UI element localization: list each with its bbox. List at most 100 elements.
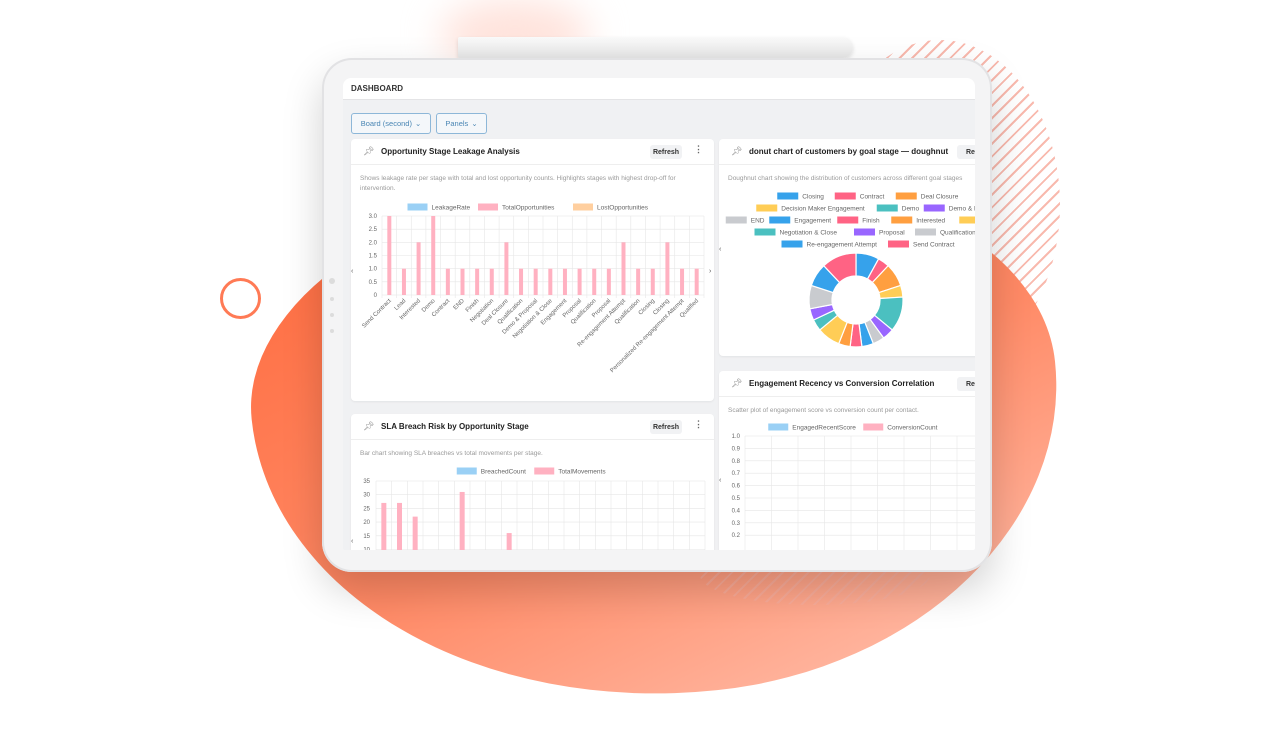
pin-icon[interactable]: 📌︎ (731, 378, 743, 388)
bar (562, 268, 567, 295)
legend-swatch (754, 228, 776, 236)
y-tick-label: 0.6 (732, 484, 741, 490)
y-tick-label: 10 (363, 548, 370, 551)
legend-label: LeakageRate (432, 205, 471, 212)
bar (533, 268, 538, 295)
tablet-sensor (330, 329, 334, 333)
legend-swatch (915, 228, 936, 236)
panel-scatter: EngagedRecentScore ConversionCount 1.0 0.9 0… (719, 371, 975, 550)
y-tick-label: 30 (363, 493, 370, 499)
more-options-icon[interactable]: ⋮ (694, 144, 703, 154)
y-tick-label: 15 (363, 534, 370, 540)
bar (650, 268, 655, 295)
legend-label: Proposal (879, 230, 905, 237)
panel-header: 📌︎ Engagement Recency vs Conversion Corr… (719, 371, 975, 397)
panel-leakage: LeakageRate TotalOpportunities LostOpportu… (351, 139, 714, 401)
legend-swatch (863, 423, 884, 431)
y-tick-label: 0 (374, 293, 378, 299)
legend-swatch (725, 216, 747, 224)
board-select-label: Board (second) (360, 119, 412, 128)
chevron-down-icon: ⌄ (414, 119, 422, 128)
legend-swatch (895, 192, 917, 200)
leakage-chart: LeakageRate TotalOpportunities LostOpportu… (361, 203, 705, 374)
y-tick-label: 0.9 (732, 446, 741, 452)
bar (504, 242, 509, 295)
legend-swatch (837, 216, 859, 224)
legend-label: Re-engagement Attempt (807, 242, 878, 249)
tablet-sensor (330, 297, 334, 301)
panel-description: Bar chart showing SLA breaches vs total … (360, 450, 543, 457)
more-options-icon[interactable]: ⋮ (694, 419, 703, 429)
legend-swatch (769, 216, 791, 224)
bar (401, 268, 406, 295)
legend-swatch (756, 204, 778, 212)
legend-label: Decision Maker Engagement (781, 206, 865, 213)
x-tick-label: Send Contract (361, 298, 393, 330)
legend-label: Qualification (940, 230, 975, 237)
legend-swatch (768, 423, 789, 431)
legend-swatch (407, 203, 428, 211)
decorative-ring (220, 278, 261, 319)
legend-label: Demo & Pro (949, 206, 975, 213)
y-tick-label: 2.5 (369, 227, 378, 233)
bar (694, 268, 699, 295)
scatter-chart: EngagedRecentScore ConversionCount 1.0 0.9 0… (732, 423, 975, 550)
panel-header: 📌︎ SLA Breach Risk by Opportunity Stage … (351, 414, 714, 440)
panel-header: 📌︎ Opportunity Stage Leakage Analysis Re… (351, 139, 714, 165)
refresh-button[interactable]: Refr (957, 145, 975, 159)
legend-swatch (888, 240, 909, 248)
refresh-button[interactable]: Refresh (650, 420, 682, 434)
y-tick-label: 1.0 (369, 267, 378, 273)
pin-icon[interactable]: 📌︎ (363, 146, 375, 156)
page-title: DASHBOARD (351, 84, 403, 93)
legend-label: Finish (862, 218, 880, 225)
panel-description: Doughnut chart showing the distribution … (728, 175, 963, 182)
legend-swatch (573, 203, 593, 211)
legend-label: TotalMovements (558, 469, 606, 476)
tablet-camera (329, 278, 335, 284)
bar (381, 502, 387, 550)
y-tick-label: 0.5 (732, 496, 741, 502)
bar (577, 268, 582, 295)
legend-swatch (923, 204, 945, 212)
legend-label: END (751, 218, 765, 225)
y-tick-label: 1.5 (369, 254, 378, 260)
stylus-pencil (458, 37, 853, 58)
panel-header: 📌︎ donut chart of customers by goal stag… (719, 139, 975, 165)
legend-swatch (456, 467, 477, 475)
bar (592, 268, 597, 295)
chevron-left-icon[interactable]: ‹ (351, 268, 354, 275)
dashboard-screen: DASHBOARD Board (second) ⌄ Panels ⌄ Leakag… (343, 78, 975, 550)
bar (445, 268, 450, 295)
chevron-right-icon[interactable]: › (709, 268, 712, 275)
panel-description: Shows leakage rate per stage with total … (360, 175, 676, 192)
legend-swatch (781, 240, 803, 248)
panel-title: donut chart of customers by goal stage —… (749, 147, 949, 156)
pin-icon[interactable]: 📌︎ (731, 146, 743, 156)
bar (387, 216, 392, 295)
chevron-left-icon[interactable]: ‹ (719, 477, 722, 484)
chevron-down-icon: ⌄ (471, 119, 478, 128)
y-tick-label: 2.0 (369, 240, 378, 246)
board-select-button[interactable]: Board (second) ⌄ (351, 113, 431, 134)
legend-label: TotalOpportunities (502, 205, 555, 212)
refresh-button[interactable]: Refr (957, 377, 975, 391)
panel-title: SLA Breach Risk by Opportunity Stage (381, 422, 529, 431)
legend-swatch (478, 203, 498, 211)
legend-label: Interested (916, 218, 945, 225)
bar (475, 268, 480, 295)
legend-swatch (534, 467, 555, 475)
chevron-left-icon[interactable]: ‹ (351, 538, 354, 545)
bar (416, 242, 421, 295)
panel-donut: Closing Contract Deal Closure Decision Make… (719, 139, 975, 356)
bar (665, 242, 670, 295)
y-tick-label: 35 (363, 479, 370, 485)
bar (397, 502, 402, 550)
legend-label: LostOpportunities (597, 205, 649, 212)
pin-icon[interactable]: 📌︎ (363, 421, 375, 431)
refresh-button[interactable]: Refresh (650, 145, 682, 159)
chevron-left-icon[interactable]: ‹ (719, 246, 722, 253)
panels-button[interactable]: Panels ⌄ (436, 113, 487, 134)
bar (606, 268, 611, 295)
app-header: DASHBOARD (343, 78, 975, 100)
